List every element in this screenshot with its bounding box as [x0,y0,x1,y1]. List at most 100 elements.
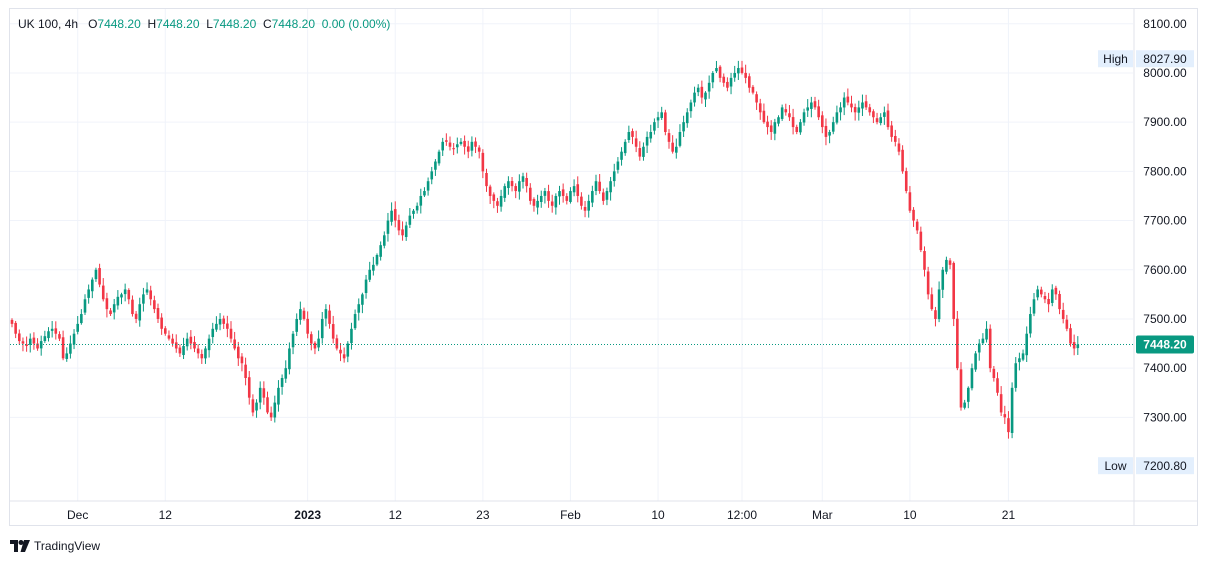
candle-body [561,189,565,196]
candle-body [740,67,744,73]
candle-body [550,201,554,206]
candle-body [54,328,58,334]
candle-body [160,317,163,329]
candle-body [700,86,704,98]
chart-area[interactable] [9,8,1198,526]
candle-body [620,151,623,160]
candle-body [390,210,393,222]
candle-body [72,333,76,345]
y-tick-label: 8000.00 [1143,66,1187,80]
candle-body [284,368,288,379]
legend-high-label: H [147,17,157,31]
candle-body [675,146,678,153]
candle-body [941,269,945,290]
candle-body [171,338,174,344]
y-tick-label: 7600.00 [1143,263,1187,277]
candle-body [134,313,138,319]
candle-body [426,181,430,191]
x-tick-label: Dec [67,508,88,522]
candle-body [791,117,795,128]
candle-body [178,347,182,354]
candle-body [926,271,930,295]
last-price-badge [1136,335,1194,354]
candle-body [1050,289,1054,303]
candle-body [711,72,715,83]
candle-body [288,348,291,370]
candle-body [167,335,171,339]
low-label-badge [1098,457,1133,475]
candle-body [204,348,207,359]
candle-body [828,132,831,136]
candle-body [18,333,21,342]
candle-body [660,112,663,118]
candle-body [452,148,455,150]
tradingview-logo[interactable]: TradingView [10,539,100,553]
candle-body [937,289,941,320]
candle-body [379,245,382,257]
candle-body [466,146,470,152]
candle-body [1018,358,1021,363]
candle-body [174,342,178,349]
candle-body [280,378,284,387]
candle-body [751,86,755,93]
candle-body [156,308,160,319]
candle-body [14,322,17,334]
candle-body [481,152,485,172]
candle-body [324,309,328,319]
candle-body [76,323,79,332]
candle-body [762,110,766,123]
candle-body [587,200,590,211]
candle-body [255,402,258,411]
candle-body [664,112,667,132]
candle-body [39,341,43,349]
candle-body [569,191,572,202]
candle-body [109,310,112,315]
candle-body [737,68,740,74]
candle-body [353,314,357,329]
candle-body [364,279,368,294]
candle-body [653,122,656,131]
candle-body [339,349,342,354]
candle-body [1003,414,1007,418]
y-tick-label: 7500.00 [1143,312,1187,326]
x-tick-label: Mar [812,508,833,522]
candle-body [612,171,616,182]
candle-body [696,87,700,93]
candle-body [189,336,193,344]
high-label-badge [1098,50,1133,68]
candle-body [748,76,751,88]
candle-body [401,229,404,236]
candle-body [1047,298,1050,305]
candle-body [211,328,215,338]
legend-high-value: 7448.20 [156,17,200,31]
low-value-badge [1136,457,1194,475]
candle-body [269,412,273,418]
candle-body [299,309,302,320]
candle-body [583,207,587,211]
candle-body [722,76,726,83]
candle-body [251,399,255,413]
candle-body [671,142,674,152]
candle-body [153,300,156,310]
candle-body [1043,296,1047,300]
candle-body [704,92,707,100]
low-value: 7200.80 [1143,459,1187,473]
candle-body [999,394,1003,413]
candle-body [514,186,517,192]
high-value-badge [1136,50,1194,68]
candle-body [795,126,799,132]
candle-body [430,171,434,180]
candle-body [948,260,952,265]
y-tick-label: 7300.00 [1143,410,1187,424]
candle-body [331,324,335,339]
candle-body [963,402,966,408]
candle-body [1010,387,1014,433]
candle-body [817,106,820,118]
candle-body [503,186,507,198]
candle-body [536,200,539,208]
candle-body [415,205,419,211]
candle-body [598,181,601,192]
candle-body [821,115,824,128]
candle-body [383,235,386,246]
